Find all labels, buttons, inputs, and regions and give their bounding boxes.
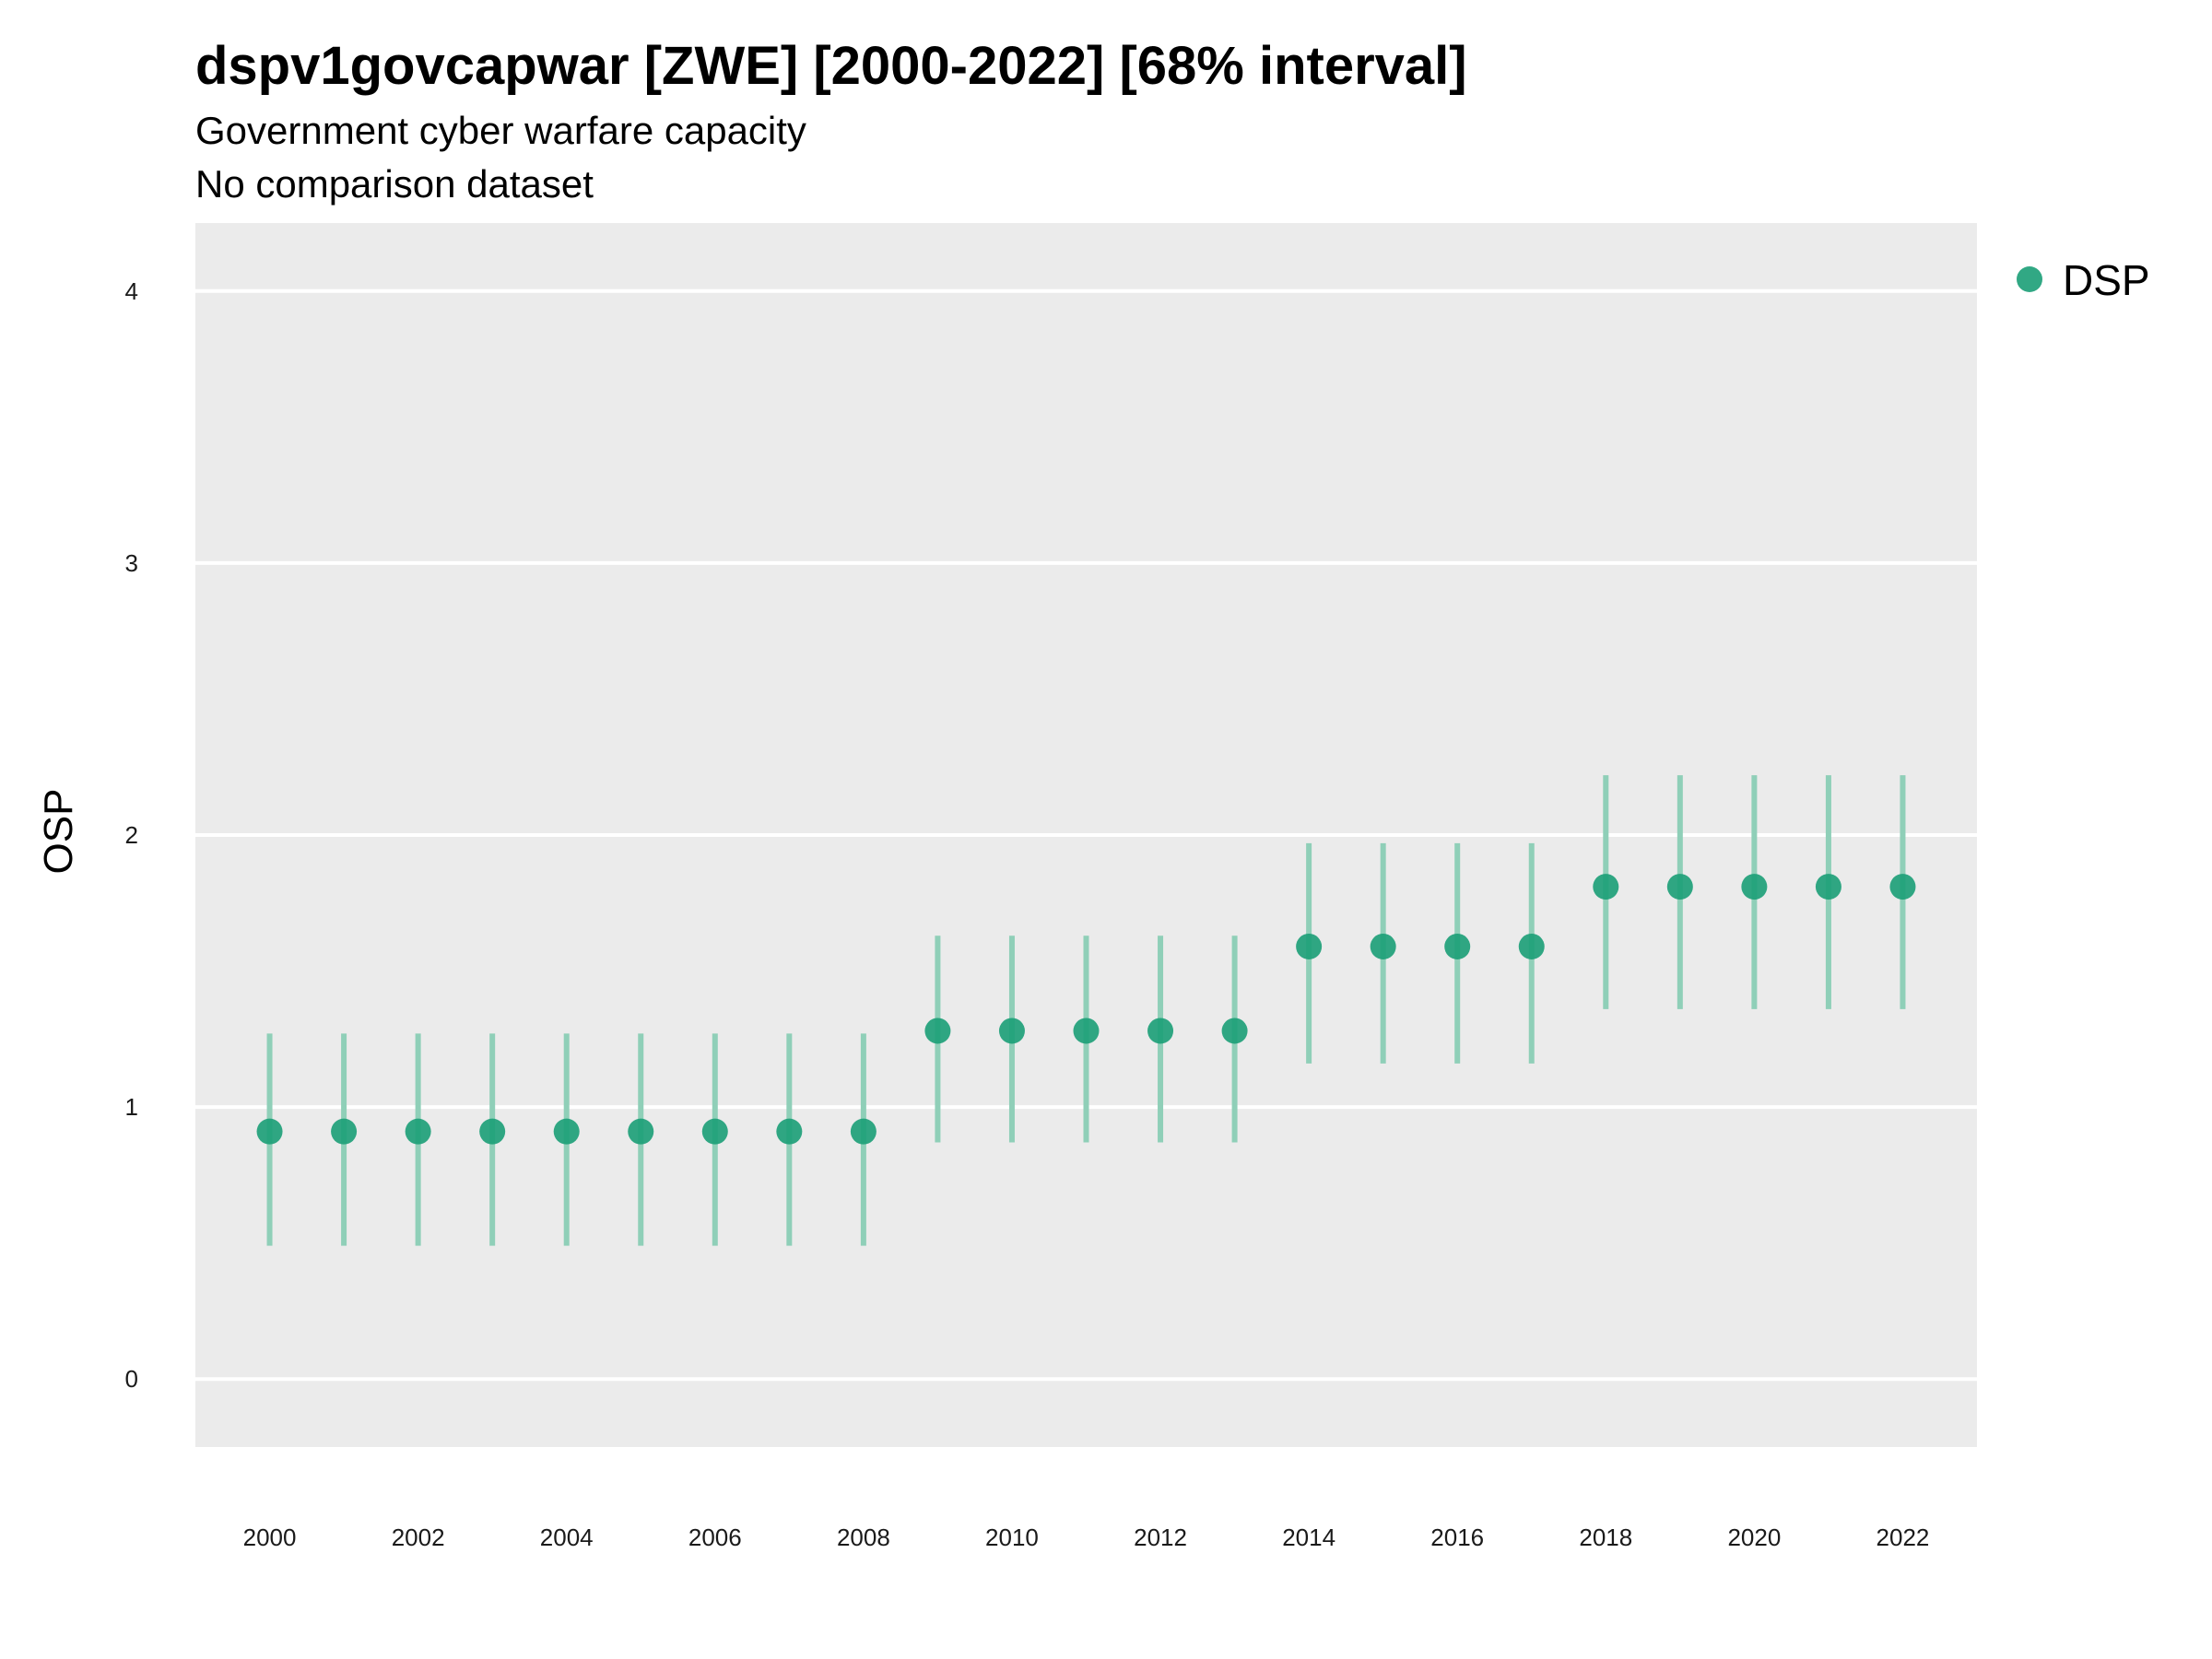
data-point xyxy=(1296,933,1323,959)
data-point xyxy=(479,1118,506,1145)
data-point xyxy=(405,1118,431,1145)
x-axis-ticks: 2000 2002 2004 2006 2008 2010 2012 2014 2016 2018… xyxy=(243,1524,1930,1551)
data-point xyxy=(1518,933,1545,959)
data-point xyxy=(924,1018,951,1044)
x-tick-label: 2020 xyxy=(1727,1524,1781,1551)
data-point xyxy=(776,1118,803,1145)
data-point xyxy=(1889,874,1916,900)
x-tick-label: 2000 xyxy=(243,1524,297,1551)
data-point xyxy=(1666,874,1693,900)
data-point xyxy=(1370,933,1396,959)
chart-title: dspv1govcapwar [ZWE] [2000-2022] [68% in… xyxy=(195,36,1467,96)
y-tick-label: 4 xyxy=(125,277,138,305)
data-point xyxy=(701,1118,728,1145)
data-point xyxy=(553,1118,580,1145)
chart-subtitle: Government cyber warfare capacity xyxy=(195,109,806,152)
data-point xyxy=(1815,874,1841,900)
data-point xyxy=(850,1118,877,1145)
x-tick-label: 2022 xyxy=(1877,1524,1930,1551)
data-point xyxy=(1444,933,1471,959)
data-point xyxy=(1593,874,1619,900)
x-tick-label: 2018 xyxy=(1579,1524,1632,1551)
legend-marker-dsp xyxy=(2017,266,2042,292)
y-tick-label: 2 xyxy=(125,821,138,849)
x-tick-label: 2014 xyxy=(1282,1524,1335,1551)
data-point xyxy=(998,1018,1025,1044)
data-points xyxy=(256,874,1916,1145)
y-axis-label: OSP xyxy=(36,789,81,875)
x-tick-label: 2016 xyxy=(1430,1524,1484,1551)
x-tick-label: 2008 xyxy=(837,1524,890,1551)
data-point xyxy=(1073,1018,1100,1044)
data-point xyxy=(256,1118,283,1145)
x-tick-label: 2002 xyxy=(392,1524,445,1551)
data-point xyxy=(1221,1018,1248,1044)
y-tick-label: 3 xyxy=(125,549,138,577)
data-point xyxy=(1147,1018,1174,1044)
x-tick-label: 2004 xyxy=(540,1524,594,1551)
y-axis-ticks: 0 1 2 3 4 xyxy=(125,277,138,1393)
data-point xyxy=(628,1118,654,1145)
x-tick-label: 2010 xyxy=(985,1524,1039,1551)
chart-comparison-note: No comparison dataset xyxy=(195,162,594,206)
x-tick-label: 2006 xyxy=(688,1524,742,1551)
data-point xyxy=(331,1118,358,1145)
y-tick-label: 0 xyxy=(125,1365,138,1393)
legend: DSP xyxy=(2017,256,2150,304)
legend-label-dsp: DSP xyxy=(2063,256,2150,304)
x-tick-label: 2012 xyxy=(1134,1524,1187,1551)
data-point xyxy=(1741,874,1768,900)
y-tick-label: 1 xyxy=(125,1093,138,1121)
